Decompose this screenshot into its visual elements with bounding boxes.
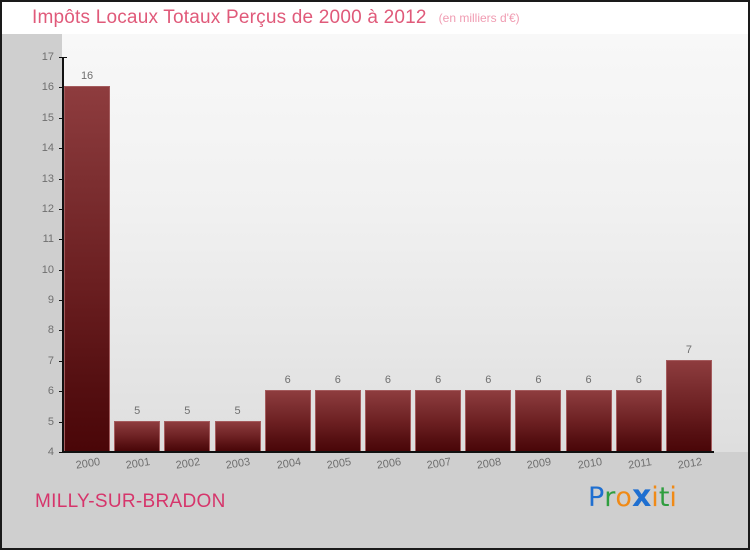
- bar-value-label: 6: [384, 374, 392, 387]
- bar[interactable]: [214, 420, 261, 451]
- bar-series: 16 2000 5 2001 5 2002 5 2003 6 2004 6 2005 6 2006 6 200…: [62, 34, 714, 472]
- x-axis-tick-label: 2006: [375, 456, 402, 472]
- chart-area: 4 5 6 7 8 9 10 11 12 13 14 15 16 17 16 2000 5 2001 5 2002 5…: [2, 34, 748, 477]
- commune-name: MILLY-SUR-BRADON: [35, 491, 226, 512]
- y-axis-tick-label: 8: [47, 324, 54, 337]
- bar-value-label: 6: [585, 374, 592, 387]
- x-axis-tick-label: 2001: [125, 456, 152, 472]
- y-axis-tick: [59, 330, 67, 332]
- bar-group: 6 2007: [413, 34, 463, 472]
- y-axis-tick: [59, 208, 67, 210]
- y-axis-tick: [59, 87, 67, 89]
- bar-value-label: 5: [184, 404, 191, 417]
- bar-group: 5 2001: [112, 34, 162, 472]
- bar[interactable]: [164, 420, 211, 451]
- x-axis-tick-label: 2003: [225, 456, 252, 472]
- logo-letter-r: r: [604, 482, 616, 513]
- x-axis-line: [62, 451, 714, 453]
- bar[interactable]: [665, 359, 712, 451]
- y-axis-tick: [59, 300, 67, 302]
- y-axis-tick-label: 10: [41, 263, 54, 276]
- y-axis-tick-label: 9: [47, 294, 54, 307]
- y-axis-tick: [59, 360, 67, 362]
- bar-value-label: 6: [635, 374, 642, 387]
- chart-footer: MILLY-SUR-BRADON Proxiti: [2, 473, 748, 548]
- bar-group: 6 2011: [614, 34, 664, 472]
- bar[interactable]: [415, 390, 462, 451]
- y-axis-tick: [59, 117, 67, 119]
- bar-group: 16 2000: [62, 34, 112, 472]
- page-title: Impôts Locaux Totaux Perçus de 2000 à 20…: [32, 7, 427, 28]
- y-axis-tick-label: 13: [41, 172, 54, 185]
- y-axis-tick: [59, 269, 67, 271]
- x-axis-tick-label: 2002: [175, 456, 202, 472]
- bar[interactable]: [615, 390, 662, 451]
- y-axis-tick: [59, 57, 67, 58]
- x-axis-tick-label: 2010: [576, 456, 603, 472]
- bar-value-label: 6: [435, 374, 442, 387]
- y-axis-line: [62, 57, 64, 453]
- x-axis-tick-label: 2007: [426, 456, 453, 472]
- bar-value-label: 5: [134, 404, 141, 417]
- y-axis-tick-label: 11: [42, 233, 54, 246]
- x-axis-tick-label: 2005: [325, 456, 352, 472]
- x-axis-tick-label: 2000: [74, 456, 102, 472]
- bar[interactable]: [364, 390, 411, 451]
- y-axis-tick-label: 16: [41, 81, 54, 94]
- y-axis-tick: [59, 452, 67, 453]
- bar-group: 6 2010: [564, 34, 614, 472]
- y-axis-tick-label: 15: [41, 111, 54, 124]
- bar[interactable]: [465, 390, 512, 451]
- y-axis-tick-label: 12: [41, 202, 54, 215]
- y-axis-tick: [59, 148, 67, 150]
- y-axis-tick-label: 6: [47, 385, 54, 398]
- logo-letter-t: t: [658, 482, 670, 513]
- bar-value-label: 6: [535, 374, 542, 387]
- bar-value-label: 7: [685, 343, 692, 356]
- x-axis-tick-label: 2008: [476, 456, 503, 472]
- bar-group: 6 2006: [363, 34, 413, 472]
- logo-letter-o: o: [615, 482, 632, 513]
- y-axis-tick-label: 17: [41, 51, 54, 63]
- bar[interactable]: [565, 390, 612, 451]
- bar-group: 6 2005: [313, 34, 363, 472]
- bar-value-label: 16: [80, 70, 94, 83]
- bar-group: 7 2012: [664, 34, 714, 472]
- logo-letter-i2: i: [669, 482, 677, 513]
- bar-group: 6 2004: [263, 34, 313, 472]
- bar-group: 6 2009: [513, 34, 563, 472]
- y-axis-tick-label: 7: [47, 354, 54, 367]
- logo-letter-i1: i: [651, 482, 659, 513]
- y-axis-tick-label: 14: [41, 142, 54, 155]
- chart-header: Impôts Locaux Totaux Perçus de 2000 à 20…: [2, 2, 748, 34]
- bar[interactable]: [515, 390, 562, 451]
- bar[interactable]: [64, 86, 111, 451]
- logo-letter-x: x: [631, 479, 652, 514]
- bar-group: 5 2002: [162, 34, 212, 472]
- bar-value-label: 5: [234, 404, 241, 417]
- x-axis-tick-label: 2009: [526, 456, 553, 472]
- bar[interactable]: [314, 390, 361, 451]
- proxiti-logo[interactable]: Proxiti: [588, 482, 677, 512]
- bar-value-label: 6: [485, 374, 492, 387]
- bar[interactable]: [114, 420, 161, 451]
- bar-value-label: 6: [334, 374, 341, 387]
- bar-group: 5 2003: [212, 34, 262, 472]
- x-axis-tick-label: 2011: [627, 456, 653, 472]
- x-axis-tick-label: 2004: [275, 456, 302, 472]
- y-axis-tick: [59, 239, 67, 241]
- y-axis-tick: [59, 391, 67, 393]
- bar[interactable]: [264, 390, 311, 451]
- y-axis-tick-label: 5: [47, 415, 54, 428]
- chart-subtitle: (en milliers d'€): [438, 11, 520, 25]
- y-axis-tick: [59, 421, 67, 423]
- y-axis-tick-label: 4: [47, 446, 54, 458]
- x-axis-tick-label: 2012: [676, 456, 703, 472]
- logo-letter-p: P: [588, 482, 605, 513]
- bar-value-label: 6: [284, 374, 291, 387]
- bar-group: 6 2008: [463, 34, 513, 472]
- plot-background: [62, 34, 748, 452]
- y-axis-tick: [59, 178, 67, 180]
